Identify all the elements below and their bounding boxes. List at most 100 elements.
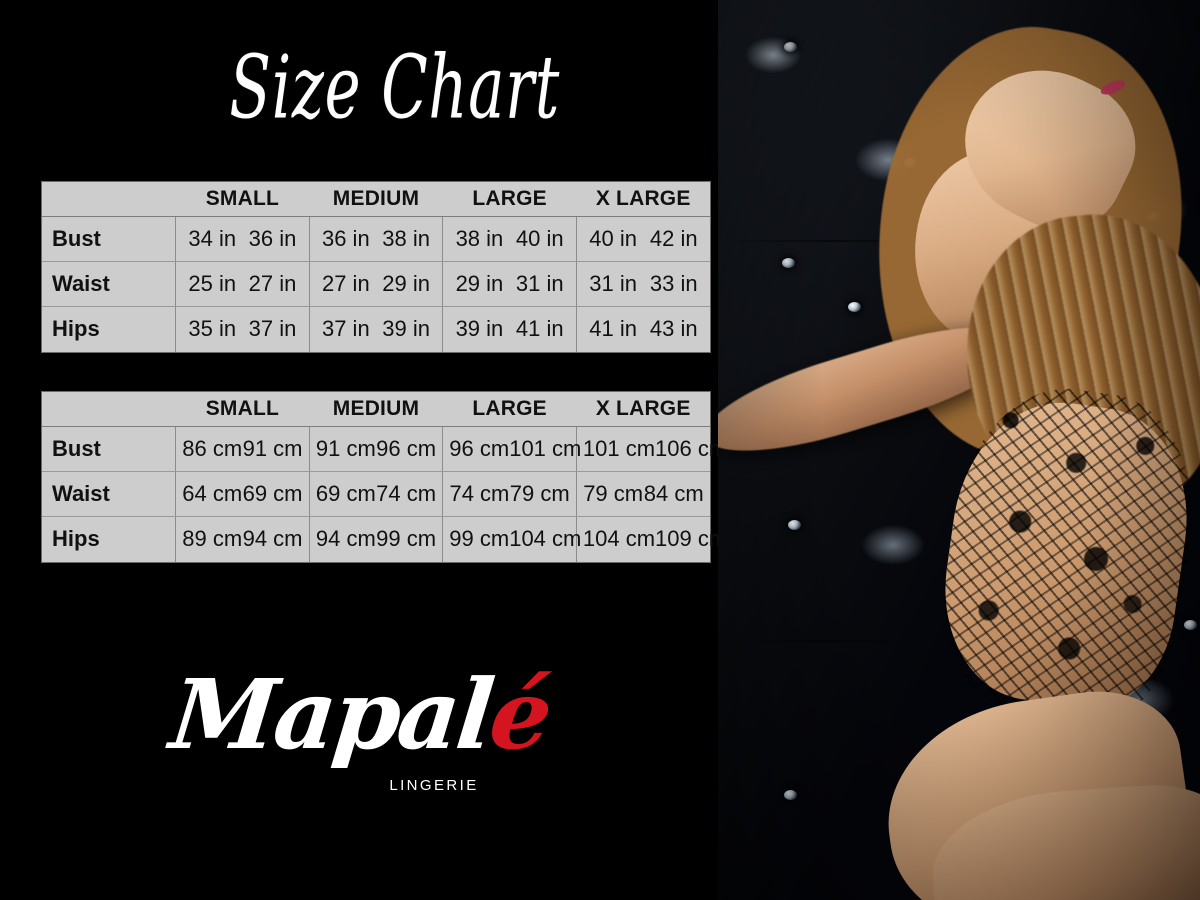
brand-name-accent: é [484, 658, 555, 771]
header-blank-corner [42, 182, 176, 217]
cell-hips-medium: 37 in 39 in [309, 306, 444, 352]
header-row: SMALL MEDIUM LARGE X LARGE [42, 392, 710, 427]
cell-hips-xlarge: 41 in 43 in [576, 306, 710, 352]
value-min: 64 cm [182, 481, 243, 506]
cell-hips-xlarge: 104 cm 109 cm [576, 516, 727, 562]
cell-bust-medium: 91 cm 96 cm [309, 426, 444, 472]
cell-hips-large: 99 cm 104 cm [442, 516, 581, 562]
left-content-panel: Size Chart SMALL MEDIUM LARGE X LARGE Bu… [42, 38, 728, 830]
header-size-medium: MEDIUM [309, 392, 443, 427]
photo-vignette [718, 0, 1200, 900]
cell-bust-large: 38 in 40 in [442, 216, 577, 262]
row-label-hips: Hips [42, 306, 177, 352]
cell-waist-small: 64 cm 69 cm [175, 471, 310, 517]
row-label-waist: Waist [42, 471, 177, 517]
header-size-large: LARGE [442, 182, 577, 217]
value-min: 39 in [455, 316, 504, 342]
value-min: 36 in [321, 226, 370, 251]
value-max: 74 cm [376, 481, 437, 506]
value-min: 69 cm [315, 481, 376, 506]
value-min: 29 in [455, 271, 504, 296]
value-max: 101 cm [509, 436, 582, 461]
cell-bust-small: 34 in 36 in [175, 216, 310, 262]
brand-tagline: LINGERIE [389, 777, 479, 794]
cell-waist-large: 29 in 31 in [442, 261, 577, 307]
value-max: 94 cm [242, 526, 303, 552]
value-min: 79 cm [583, 481, 644, 506]
value-max: 96 cm [376, 436, 437, 461]
value-max: 104 cm [509, 526, 582, 552]
value-min: 89 cm [182, 526, 243, 552]
value-max: 37 in [248, 316, 297, 342]
value-max: 43 in [649, 316, 698, 342]
table-header-inches: SMALL MEDIUM LARGE X LARGE [42, 182, 710, 217]
value-max: 42 in [649, 226, 698, 251]
table-header-cm: SMALL MEDIUM LARGE X LARGE [42, 392, 710, 427]
cell-bust-xlarge: 40 in 42 in [576, 216, 710, 262]
value-max: 109 cm [655, 526, 728, 552]
header-size-large: LARGE [442, 392, 577, 427]
table-body-inches: Bust 34 in 36 in 36 in 38 in [42, 216, 710, 352]
value-max: 69 cm [242, 481, 303, 506]
table-row: Waist 64 cm 69 cm 69 cm 74 cm [42, 471, 710, 517]
page-title: Size Chart [229, 38, 561, 139]
cell-hips-medium: 94 cm 99 cm [309, 516, 444, 562]
value-max: 91 cm [242, 436, 303, 461]
table-body-cm: Bust 86 cm 91 cm 91 cm 96 cm [42, 426, 727, 562]
brand-wordmark: Mapalé [144, 655, 577, 775]
table-row: Bust 86 cm 91 cm 91 cm 96 cm [42, 426, 727, 472]
table-row: Bust 34 in 36 in 36 in 38 in [42, 216, 710, 262]
row-label-bust: Bust [42, 426, 177, 472]
cell-waist-medium: 27 in 29 in [309, 261, 444, 307]
brand-name-main: Mapal [165, 658, 497, 771]
size-table-cm: SMALL MEDIUM LARGE X LARGE Bust 86 cm 91… [42, 392, 727, 562]
cell-bust-large: 96 cm 101 cm [442, 426, 581, 472]
row-label-bust: Bust [42, 216, 177, 262]
value-max: 38 in [382, 226, 430, 251]
cell-waist-large: 74 cm 79 cm [442, 471, 577, 517]
header-blank-corner [42, 392, 176, 427]
value-max: 99 cm [376, 526, 437, 552]
value-max: 29 in [382, 271, 430, 296]
value-min: 86 cm [182, 436, 243, 461]
value-min: 96 cm [449, 436, 510, 461]
value-min: 104 cm [582, 526, 656, 552]
value-min: 99 cm [449, 526, 510, 552]
value-max: 39 in [382, 316, 430, 342]
value-min: 31 in [589, 271, 638, 296]
value-max: 106 cm [655, 436, 728, 461]
table-row: Hips 89 cm 94 cm 94 cm 99 cm [42, 516, 727, 562]
model-photo [718, 0, 1200, 900]
value-min: 91 cm [315, 436, 376, 461]
brand-logo: Mapalé LINGERIE [150, 655, 570, 830]
row-label-hips: Hips [42, 516, 177, 562]
cell-hips-small: 35 in 37 in [175, 306, 310, 352]
value-min: 27 in [321, 271, 370, 296]
cell-waist-medium: 69 cm 74 cm [309, 471, 444, 517]
cell-waist-xlarge: 79 cm 84 cm [576, 471, 710, 517]
value-min: 41 in [589, 316, 638, 342]
size-table-inches: SMALL MEDIUM LARGE X LARGE Bust 34 in 36… [42, 182, 710, 352]
value-min: 74 cm [449, 481, 510, 506]
value-min: 25 in [188, 271, 237, 296]
cell-waist-small: 25 in 27 in [175, 261, 310, 307]
cell-waist-xlarge: 31 in 33 in [576, 261, 710, 307]
header-size-medium: MEDIUM [309, 182, 443, 217]
value-min: 40 in [589, 226, 638, 251]
value-min: 38 in [455, 226, 504, 251]
value-max: 40 in [515, 226, 564, 251]
value-min: 35 in [188, 316, 237, 342]
value-max: 31 in [515, 271, 564, 296]
row-label-waist: Waist [42, 261, 177, 307]
value-max: 41 in [515, 316, 564, 342]
value-max: 27 in [248, 271, 297, 296]
value-min: 101 cm [582, 436, 656, 461]
cell-bust-medium: 36 in 38 in [309, 216, 444, 262]
cell-hips-small: 89 cm 94 cm [175, 516, 310, 562]
header-size-xlarge: X LARGE [576, 392, 710, 427]
table-row: Waist 25 in 27 in 27 in 29 in [42, 261, 710, 307]
header-size-xlarge: X LARGE [576, 182, 710, 217]
header-row: SMALL MEDIUM LARGE X LARGE [42, 182, 710, 217]
value-max: 79 cm [509, 481, 570, 506]
